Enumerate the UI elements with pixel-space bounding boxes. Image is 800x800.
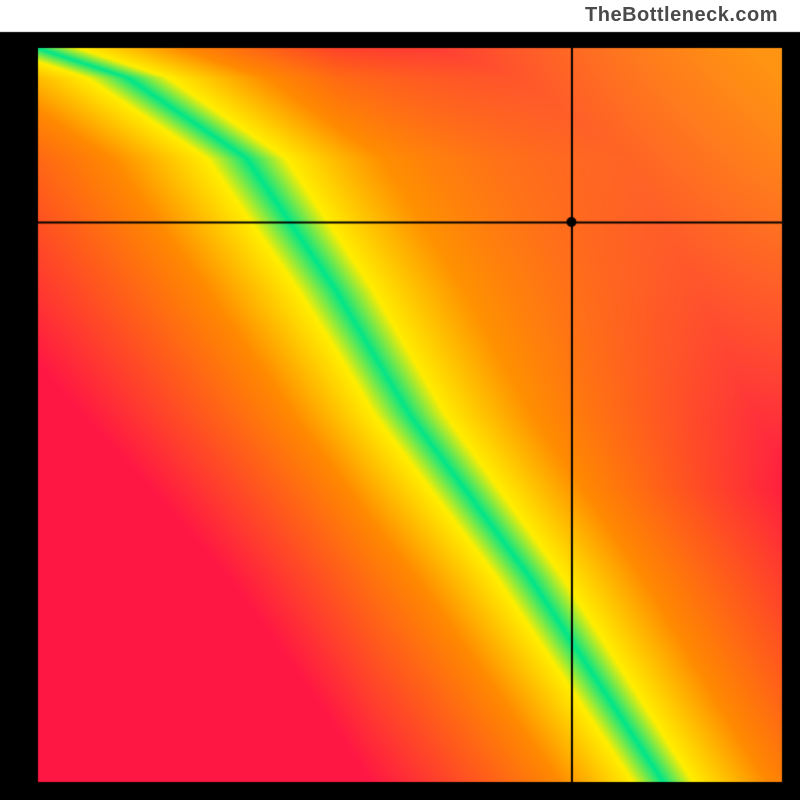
watermark-label: TheBottleneck.com [585, 4, 778, 27]
chart-container: TheBottleneck.com [0, 0, 800, 800]
heatmap-canvas [0, 0, 800, 800]
